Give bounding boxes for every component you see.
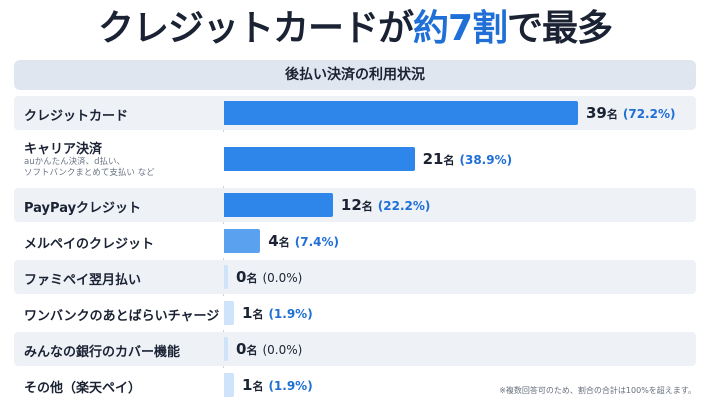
value-number: 39 xyxy=(586,104,607,122)
value-number: 21 xyxy=(422,150,444,168)
value-number: 12 xyxy=(340,196,362,214)
value-percent: (22.2%) xyxy=(377,199,431,213)
value-percent: (72.2%) xyxy=(622,107,676,121)
value-label: 12名 (22.2%) xyxy=(341,195,430,217)
row-background xyxy=(14,224,696,258)
value-label: 0名 (0.0%) xyxy=(236,267,302,289)
value-percent: (0.0%) xyxy=(262,271,303,285)
value-percent: (1.9%) xyxy=(268,379,313,393)
value-number: 0 xyxy=(236,268,247,286)
category-label: ファミペイ翌月払い xyxy=(24,273,142,288)
bar xyxy=(224,265,228,289)
value-unit: 名 xyxy=(278,236,290,249)
value-number: 0 xyxy=(236,340,247,358)
value-unit: 名 xyxy=(443,154,455,167)
headline-highlight: 約7割 xyxy=(412,8,508,49)
category-sublabel: auかんたん決済、d払い、 ソフトバンクまとめて支払い など xyxy=(24,157,155,178)
value-label: 39名 (72.2%) xyxy=(586,103,675,125)
value-percent: (1.9%) xyxy=(268,307,313,321)
value-number: 1 xyxy=(242,376,253,394)
value-label: 1名 (1.9%) xyxy=(242,375,313,397)
bar xyxy=(224,301,234,325)
headline-part-3: で最多 xyxy=(507,8,613,49)
bar xyxy=(224,337,228,361)
category-label: PayPayクレジット xyxy=(24,201,142,216)
category-label: キャリア決済 xyxy=(24,142,103,157)
value-percent: (7.4%) xyxy=(294,235,339,249)
bar-chart: クレジットカード 39名 (72.2%) キャリア決済 auかんたん決済、d払い、 ソフト… xyxy=(14,96,696,402)
value-label: 0名 (0.0%) xyxy=(236,339,302,361)
headline: クレジットカードが約7割で最多 xyxy=(0,6,710,52)
category-label: メルペイのクレジット xyxy=(24,237,155,252)
value-number: 1 xyxy=(242,304,253,322)
row-background xyxy=(14,188,696,222)
value-unit: 名 xyxy=(252,380,264,393)
value-label: 4名 (7.4%) xyxy=(268,231,339,253)
category-label: クレジットカード xyxy=(24,109,129,124)
value-unit: 名 xyxy=(246,344,258,357)
value-number: 4 xyxy=(268,232,279,250)
value-unit: 名 xyxy=(606,108,618,121)
row-background xyxy=(14,296,696,330)
category-label: その他（楽天ペイ） xyxy=(24,381,142,396)
bar xyxy=(224,101,578,125)
value-unit: 名 xyxy=(361,200,373,213)
category-label: みんなの銀行のカバー機能 xyxy=(24,345,181,360)
value-percent: (0.0%) xyxy=(262,343,303,357)
row-background xyxy=(14,332,696,366)
bar xyxy=(224,193,333,217)
value-label: 21名 (38.9%) xyxy=(423,149,512,171)
category-label: ワンバンクのあとばらいチャージ xyxy=(24,309,220,324)
row-background xyxy=(14,368,696,402)
value-label: 1名 (1.9%) xyxy=(242,303,313,325)
bar xyxy=(224,147,415,171)
bar xyxy=(224,229,261,253)
footnote: ※複数回答可のため、割合の合計は100%を超えます。 xyxy=(499,386,696,395)
chart-title: 後払い決済の利用状況 xyxy=(14,60,696,90)
value-percent: (38.9%) xyxy=(459,153,513,167)
value-unit: 名 xyxy=(246,272,258,285)
row-background xyxy=(14,260,696,294)
value-unit: 名 xyxy=(252,308,264,321)
headline-part-1: クレジットカードが xyxy=(97,8,414,49)
bar xyxy=(224,373,234,397)
